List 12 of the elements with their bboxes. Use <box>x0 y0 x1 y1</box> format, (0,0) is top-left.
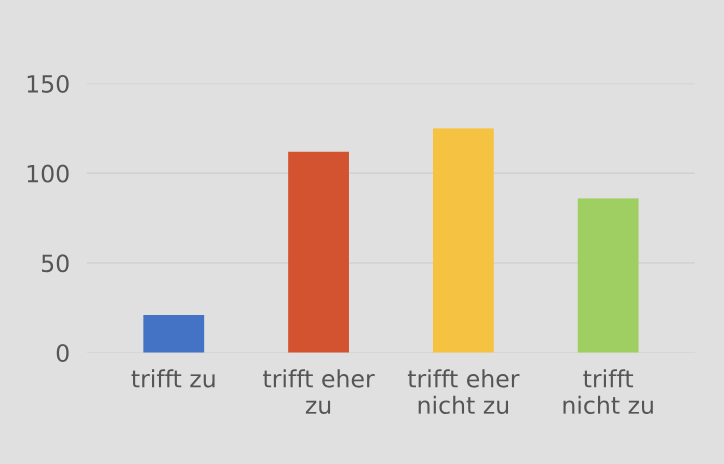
x-tick-label: trifft eher nicht zu <box>408 369 520 414</box>
x-tick-label: trifft nicht zu <box>564 369 653 414</box>
bar <box>578 198 639 353</box>
x-tick-label: trifft zu <box>131 369 215 388</box>
x-tick-label: trifft eher zu <box>263 369 375 414</box>
y-tick-label: 0 <box>56 344 69 362</box>
bar <box>143 314 204 353</box>
bar <box>432 128 494 353</box>
y-tick-label: 50 <box>42 254 69 272</box>
bar <box>288 152 349 353</box>
y-tick-label: 100 <box>28 164 69 183</box>
y-tick-label: 150 <box>28 74 69 93</box>
